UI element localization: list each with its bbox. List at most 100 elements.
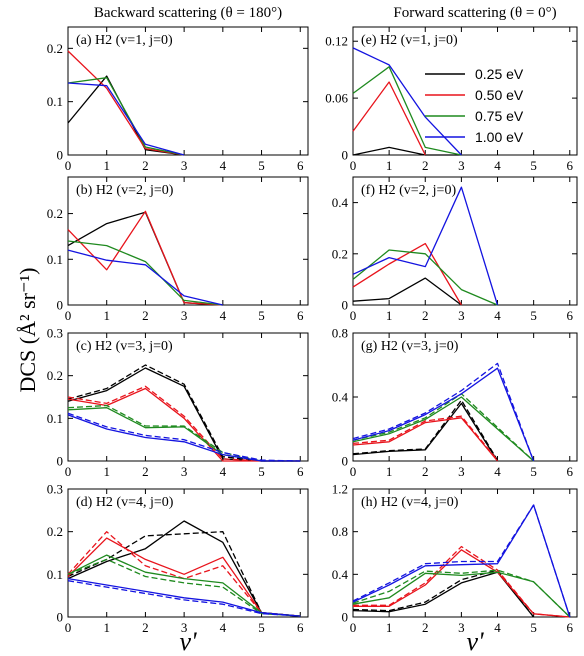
panel-label: (f) H2 (v=2, j=0) [361, 183, 456, 198]
x-tick-label: 0 [65, 620, 72, 635]
series-line-0-75-ev-dashed [67, 558, 301, 617]
plot-frame [67, 26, 309, 156]
series-line-1-00-ev [67, 414, 301, 462]
y-tick-label: 0 [57, 610, 64, 625]
series-line-1-00-ev [67, 249, 223, 306]
x-tick-label: 1 [386, 620, 393, 635]
y-tick-label: 0.2 [47, 524, 63, 539]
y-tick-label: 0 [342, 298, 349, 313]
y-tick-label: 1.2 [332, 482, 348, 497]
legend-label: 0.25 eV [475, 66, 524, 82]
x-tick-label: 4 [220, 308, 227, 323]
panel-b: 0 1 2 3 4 5 6 0 0.1 0.2 (b) H2 (v=2, j=0) [47, 176, 309, 323]
x-tick-label: 3 [181, 158, 188, 173]
x-tick-label: 2 [422, 308, 429, 323]
series-line-0-25-ev-dashed [67, 364, 301, 462]
x-axis-label-right: v' [466, 627, 484, 656]
series-line-0-75-ev-dashed [67, 404, 301, 462]
y-tick-label: 0 [342, 610, 349, 625]
y-tick-label: 0.4 [332, 567, 349, 582]
series-line-0-75-ev-dashed [352, 393, 535, 462]
panel-label: (d) H2 (v=4, j=0) [76, 495, 174, 510]
series-line-0-25-ev [67, 211, 223, 306]
x-tick-label: 5 [530, 308, 537, 323]
y-tick-label: 0.2 [47, 206, 63, 221]
series-line-0-25-ev [352, 146, 462, 156]
y-tick-label: 0 [342, 148, 349, 163]
y-tick-label: 0.1 [47, 411, 63, 426]
plot-frame [352, 26, 578, 156]
y-tick-label: 0.2 [332, 246, 348, 261]
y-tick-label: 0.06 [325, 91, 348, 106]
x-tick-label: 1 [103, 158, 110, 173]
panel-d: 0 1 2 3 4 5 6 0 0.1 0.2 0.3 (d) H2 (v=4, j=0) [47, 482, 309, 635]
x-tick-label: 1 [386, 308, 393, 323]
x-tick-label: 3 [458, 620, 465, 635]
plot-frame [352, 176, 578, 306]
x-tick-label: 0 [350, 620, 357, 635]
series-line-0-25-ev [67, 367, 301, 462]
x-tick-label: 1 [386, 464, 393, 479]
panel-label: (e) H2 (v=1, j=0) [361, 33, 458, 48]
column-title-backward: Backward scattering (θ = 180°) [94, 5, 282, 21]
x-tick-label: 6 [567, 308, 574, 323]
series-line-1-00-ev-dashed [67, 412, 301, 462]
x-tick-label: 4 [494, 620, 501, 635]
y-axis-label: DCS (Å² sr⁻¹) [15, 267, 40, 392]
series-line-1-00-ev-dashed [352, 362, 535, 462]
series-line-0-75-ev [67, 77, 185, 156]
x-tick-label: 2 [422, 158, 429, 173]
x-tick-label: 5 [258, 308, 265, 323]
x-tick-label: 3 [458, 464, 465, 479]
legend-label: 0.50 eV [475, 87, 524, 103]
panels: 0 1 2 3 4 5 600.10.2(a) H2 (v=1, j=0)0 1 2 3 4 5 600… [47, 26, 578, 635]
panel-label: (g) H2 (v=3, j=0) [361, 339, 459, 354]
x-tick-label: 4 [494, 464, 501, 479]
legend-label: 1.00 eV [475, 129, 524, 145]
series-line-0-25-ev [352, 402, 499, 462]
panel-h: 0 1 2 3 4 5 6 0 0.4 0.8 1.2 (h) H2 (v=4, j=0) [332, 482, 578, 635]
series-line-0-50-ev [352, 81, 426, 156]
series-line-0-50-ev [67, 387, 301, 462]
x-tick-label: 0 [350, 464, 357, 479]
x-tick-label: 2 [422, 464, 429, 479]
x-tick-label: 3 [181, 308, 188, 323]
x-tick-label: 3 [181, 464, 188, 479]
series-line-1-00-ev [352, 367, 535, 462]
y-tick-label: 0.2 [47, 368, 63, 383]
y-tick-label: 0.2 [47, 41, 63, 56]
legend: 0.25 eV 0.50 eV 0.75 eV 1.00 eV [425, 66, 524, 145]
x-tick-label: 4 [494, 158, 501, 173]
x-tick-label: 1 [103, 308, 110, 323]
x-tick-label: 0 [65, 308, 72, 323]
panel-c: 0 1 2 3 4 5 6 0 0.1 0.2 0.3 (c) H2 (v=3, j=0) [47, 326, 309, 479]
x-tick-label: 3 [458, 158, 465, 173]
panel-g: 0 1 2 3 4 5 6 0 0.4 0.8 (g) H2 (v=3, j=0) [332, 326, 578, 479]
series-line-1-00-ev [67, 82, 185, 156]
series-line-0-75-ev [67, 554, 301, 617]
series-line-0-75-ev [67, 240, 223, 306]
series-line-0-25-ev-dashed [352, 399, 499, 461]
series-line-0-75-ev [352, 249, 498, 306]
x-tick-label: 2 [142, 308, 149, 323]
y-tick-label: 0 [57, 298, 64, 313]
x-tick-label: 5 [530, 158, 537, 173]
y-tick-label: 0.1 [47, 94, 63, 109]
x-tick-label: 0 [65, 158, 72, 173]
plot-frame [352, 488, 578, 618]
panel-a: 0 1 2 3 4 5 6 0 0.1 0.2 (a) H2 (v=1, j=0) [47, 26, 309, 173]
x-tick-label: 3 [181, 620, 188, 635]
x-tick-label: 1 [386, 158, 393, 173]
x-tick-label: 1 [103, 464, 110, 479]
series-line-0-50-ev-dashed [352, 415, 499, 461]
panel-label: (b) H2 (v=2, j=0) [76, 183, 174, 198]
series-line-1-00-ev-dashed [352, 504, 571, 618]
x-tick-label: 5 [530, 464, 537, 479]
series-line-0-25-ev [67, 520, 301, 617]
x-tick-label: 2 [142, 464, 149, 479]
x-tick-label: 6 [297, 464, 304, 479]
x-tick-label: 6 [567, 158, 574, 173]
x-tick-label: 5 [530, 620, 537, 635]
series-line-0-50-ev [67, 537, 301, 617]
